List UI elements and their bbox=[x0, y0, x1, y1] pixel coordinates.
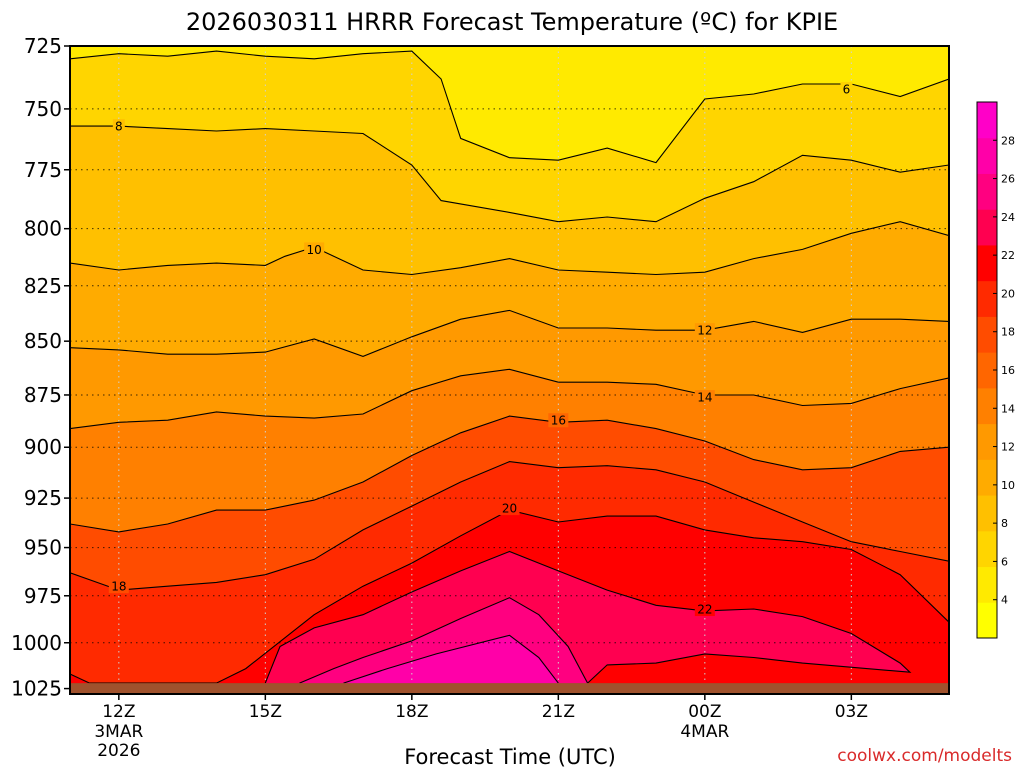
colorbar-segment-11 bbox=[977, 209, 997, 246]
y-tick-label-900: 900 bbox=[24, 435, 62, 459]
contour-label-14: 14 bbox=[697, 391, 712, 405]
x-tick-label-03Z: 03Z bbox=[835, 702, 868, 722]
contour-label-bg-16 bbox=[548, 413, 569, 428]
y-tick-label-925: 925 bbox=[24, 486, 62, 510]
contour-lines: 6 8 10 12 14 16 18 20 22 bbox=[70, 50, 949, 694]
colorbar-tick-label-14: 14 bbox=[1001, 402, 1015, 415]
contour-22 bbox=[264, 550, 912, 684]
contour-10 bbox=[70, 221, 949, 276]
colorbar-segment-6 bbox=[977, 387, 997, 425]
colorbar-tick-label-8: 8 bbox=[1001, 517, 1008, 530]
colorbar-tick-label-20: 20 bbox=[1001, 287, 1015, 300]
contour-label-bg-10 bbox=[304, 242, 325, 257]
colorbar-segment-3 bbox=[977, 495, 997, 532]
y-tick-label-750: 750 bbox=[24, 97, 62, 121]
contour-26 bbox=[343, 634, 559, 684]
colorbar: 4 6 8 10 12 14 16 18 20 22 24 26 28 bbox=[976, 101, 1015, 639]
contour-label-bg-20 bbox=[499, 501, 520, 516]
contour-label-bg-6 bbox=[840, 82, 853, 97]
y-tick-label-1025: 1025 bbox=[11, 677, 62, 701]
y-tick-label-725: 725 bbox=[24, 34, 62, 58]
colorbar-segment-1 bbox=[977, 566, 997, 603]
colorbar-tick-label-16: 16 bbox=[1001, 364, 1015, 377]
colorbar-segment-4 bbox=[977, 459, 997, 496]
colorbar-segment-0 bbox=[977, 602, 997, 639]
x-tick-sublabel-00Z: 4MAR bbox=[680, 722, 729, 742]
colorbar-tick-label-4: 4 bbox=[1001, 594, 1008, 607]
colorbar-segment-7 bbox=[977, 352, 997, 389]
x-axis-label: Forecast Time (UTC) bbox=[404, 745, 616, 768]
y-tick-label-800: 800 bbox=[24, 217, 62, 241]
y-tick-label-875: 875 bbox=[24, 383, 62, 407]
colorbar-segment-8 bbox=[977, 316, 997, 353]
contour-24 bbox=[299, 597, 589, 684]
contour-label-12: 12 bbox=[697, 324, 712, 338]
colorbar-tick-label-12: 12 bbox=[1001, 441, 1015, 454]
axes: 7257507758008258508759009259509751000102… bbox=[11, 34, 950, 761]
x-tick-label-18Z: 18Z bbox=[395, 702, 428, 722]
contour-label-18: 18 bbox=[111, 580, 126, 594]
contour-label-bg-18 bbox=[108, 579, 129, 594]
contour-label-bg-12 bbox=[694, 323, 715, 338]
contour-label-6: 6 bbox=[843, 83, 851, 97]
x-tick-label-12Z: 12Z bbox=[102, 702, 135, 722]
colorbar-segment-14 bbox=[977, 102, 997, 139]
y-tick-label-850: 850 bbox=[24, 329, 62, 353]
colorbar-tick-label-22: 22 bbox=[1001, 249, 1015, 262]
contour-label-16: 16 bbox=[551, 414, 566, 428]
colorbar-tick-label-26: 26 bbox=[1001, 173, 1015, 186]
filled-contours bbox=[70, 46, 949, 694]
x-tick-label-00Z: 00Z bbox=[688, 702, 721, 722]
plot-frame bbox=[69, 45, 950, 695]
y-tick-label-825: 825 bbox=[24, 274, 62, 298]
contour-8 bbox=[70, 125, 949, 223]
colorbar-segment-10 bbox=[977, 244, 997, 282]
colorbar-segment-5 bbox=[977, 423, 997, 460]
x-tick-sublabel2-12Z: 2026 bbox=[97, 741, 140, 761]
contour-label-bg-8 bbox=[112, 119, 125, 134]
colorbar-segment-2 bbox=[977, 530, 997, 568]
y-tick-label-950: 950 bbox=[24, 536, 62, 560]
y-tick-label-775: 775 bbox=[24, 158, 62, 182]
contour-20 bbox=[70, 509, 949, 684]
colorbar-tick-label-6: 6 bbox=[1001, 555, 1008, 568]
contour-label-8: 8 bbox=[115, 120, 123, 134]
contour-label-20: 20 bbox=[502, 502, 517, 516]
contour-label-bg-22 bbox=[694, 602, 715, 617]
colorbar-segment-9 bbox=[977, 280, 997, 317]
contour-6 bbox=[70, 50, 949, 164]
y-tick-label-975: 975 bbox=[24, 584, 62, 608]
contour-12 bbox=[70, 309, 949, 357]
colorbar-tick-label-24: 24 bbox=[1001, 211, 1015, 224]
y-tick-label-1000: 1000 bbox=[11, 631, 62, 655]
x-tick-sublabel-12Z: 3MAR bbox=[94, 722, 143, 742]
contour-label-22: 22 bbox=[697, 603, 712, 617]
colorbar-tick-label-28: 28 bbox=[1001, 134, 1015, 147]
x-tick-label-21Z: 21Z bbox=[542, 702, 575, 722]
credit-text: coolwx.com/modelts bbox=[837, 746, 1012, 766]
plot-area: 6 8 10 12 14 16 18 20 22 bbox=[70, 46, 949, 694]
contour-16 bbox=[70, 415, 949, 533]
colorbar-segment-12 bbox=[977, 173, 997, 210]
ground-strip bbox=[70, 683, 949, 694]
band-26 bbox=[343, 635, 559, 694]
chart-title: 2026030311 HRRR Forecast Temperature (ºC… bbox=[186, 8, 838, 36]
contour-14 bbox=[70, 368, 949, 430]
contour-18 bbox=[70, 461, 949, 591]
colorbar-segment-13 bbox=[977, 137, 997, 174]
colorbar-tick-label-18: 18 bbox=[1001, 326, 1015, 339]
colorbar-tick-label-10: 10 bbox=[1001, 479, 1015, 492]
x-tick-label-15Z: 15Z bbox=[249, 702, 282, 722]
contour-label-bg-14 bbox=[694, 390, 715, 405]
contour-label-10: 10 bbox=[307, 243, 322, 257]
